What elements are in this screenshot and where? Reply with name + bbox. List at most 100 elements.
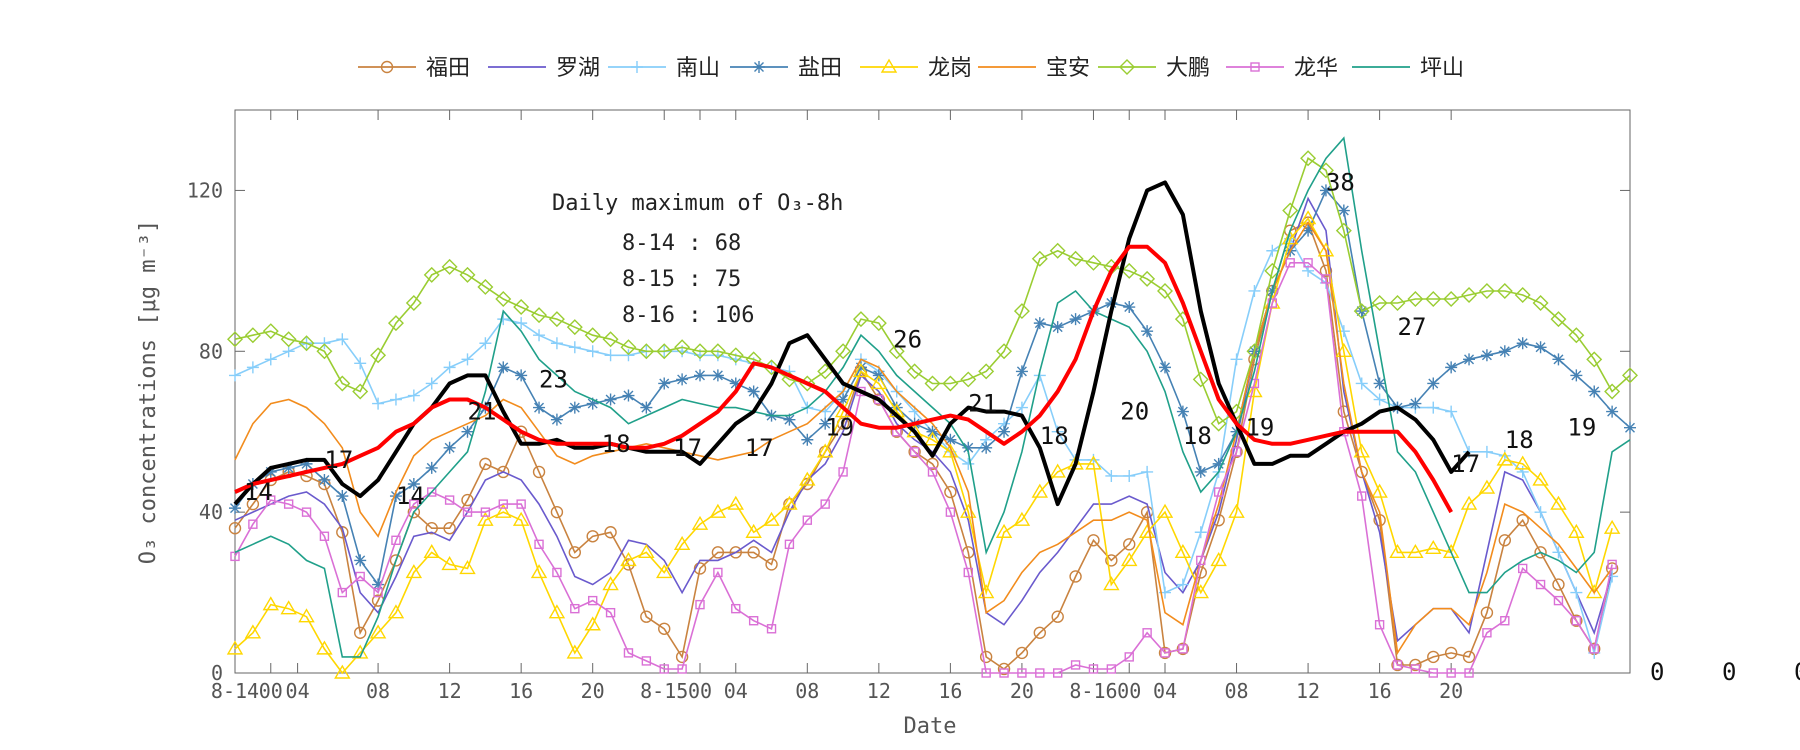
data-point xyxy=(1123,469,1136,482)
data-point xyxy=(1088,664,1099,674)
data-point xyxy=(1210,415,1227,432)
data-point xyxy=(372,397,385,410)
data-point xyxy=(1178,644,1188,654)
data-point xyxy=(316,640,333,655)
data-point xyxy=(605,607,616,618)
data-point xyxy=(1443,291,1460,307)
data-point xyxy=(461,353,474,366)
data-point xyxy=(461,425,474,438)
data-point xyxy=(334,664,351,679)
data-point xyxy=(711,369,724,382)
data-point xyxy=(963,567,973,578)
data-point xyxy=(389,490,402,503)
data-point xyxy=(880,58,898,73)
data-point xyxy=(942,443,959,458)
series-line xyxy=(234,221,1613,656)
data-point xyxy=(1410,664,1421,674)
data-point xyxy=(552,567,562,578)
data-point xyxy=(1428,668,1438,678)
data-point xyxy=(888,343,905,360)
data-point xyxy=(729,546,742,559)
data-point xyxy=(264,465,277,478)
data-point xyxy=(1194,566,1207,579)
point-annotation: 17 xyxy=(673,434,702,462)
data-point xyxy=(1250,62,1260,72)
data-point xyxy=(1374,620,1385,630)
series-5 xyxy=(234,221,1613,656)
data-point xyxy=(387,604,405,619)
data-point xyxy=(1535,579,1546,590)
data-point xyxy=(355,571,365,582)
data-point xyxy=(1141,325,1154,338)
data-point xyxy=(1196,555,1206,566)
data-point xyxy=(1463,445,1476,458)
data-point xyxy=(604,393,617,406)
data-point xyxy=(999,668,1009,678)
data-point xyxy=(479,337,492,350)
point-annotation: 17 xyxy=(1451,450,1480,478)
data-point xyxy=(1319,184,1332,197)
data-point xyxy=(659,664,669,674)
data-point xyxy=(548,311,565,328)
x-tick-label: 20 xyxy=(581,679,605,703)
data-point xyxy=(640,610,653,623)
data-point xyxy=(801,433,814,446)
right-edge-labels: 0 0 0 xyxy=(1650,658,1800,686)
legend-label: 南山 xyxy=(676,56,720,81)
data-point xyxy=(1516,337,1529,350)
data-point xyxy=(229,369,241,382)
daily-max-title: Daily maximum of O₃-8h xyxy=(552,191,843,216)
data-point xyxy=(227,331,243,348)
data-point xyxy=(1357,491,1367,501)
data-point xyxy=(622,558,635,571)
data-point xyxy=(870,315,887,332)
data-point xyxy=(1550,495,1567,510)
data-point xyxy=(979,650,993,664)
x-tick-label: 04 xyxy=(1153,679,1177,703)
data-point xyxy=(996,343,1013,360)
data-point xyxy=(622,349,635,362)
data-point xyxy=(981,668,991,678)
data-point xyxy=(1049,463,1066,478)
data-point xyxy=(548,604,566,619)
legend: 福田 罗湖 南山 盐田 龙岗 宝安 大鹏 龙华 坪山 xyxy=(358,56,1464,81)
data-point xyxy=(391,535,401,545)
data-point xyxy=(1550,311,1567,328)
series-line xyxy=(234,157,1631,425)
data-point xyxy=(1013,303,1030,320)
point-annotation: 38 xyxy=(1326,168,1355,196)
data-point xyxy=(747,385,760,398)
data-point xyxy=(997,662,1011,676)
data-point xyxy=(533,401,546,414)
point-annotation: 17 xyxy=(324,446,353,474)
data-point xyxy=(731,603,741,614)
data-point xyxy=(1176,578,1189,591)
data-point xyxy=(229,502,241,515)
x-tick-label: 00 xyxy=(688,679,712,703)
data-point xyxy=(622,389,635,402)
data-point xyxy=(1552,353,1565,366)
data-point xyxy=(1231,447,1242,457)
data-point xyxy=(1427,650,1440,664)
x-tick-label: 00 xyxy=(259,679,283,703)
data-point xyxy=(1194,526,1207,539)
data-point xyxy=(1013,511,1031,526)
data-point xyxy=(1589,644,1599,654)
data-point xyxy=(1121,262,1138,279)
x-tick-label: 8-14 xyxy=(211,679,259,703)
daily-max-box: Daily maximum of O₃-8h 8-14 : 68 8-15 : 7… xyxy=(552,191,843,328)
data-point xyxy=(228,522,242,535)
point-annotation: 18 xyxy=(1040,422,1069,450)
data-point xyxy=(1069,313,1082,326)
data-point xyxy=(1586,351,1603,368)
data-point xyxy=(1482,628,1492,638)
data-point xyxy=(1033,626,1047,639)
data-point xyxy=(980,441,993,454)
data-point xyxy=(620,339,637,356)
data-point xyxy=(1035,668,1045,678)
data-point xyxy=(1446,668,1456,678)
data-point xyxy=(766,624,777,634)
point-annotation: 17 xyxy=(745,434,774,462)
data-point xyxy=(1568,523,1585,538)
data-point xyxy=(694,369,706,382)
